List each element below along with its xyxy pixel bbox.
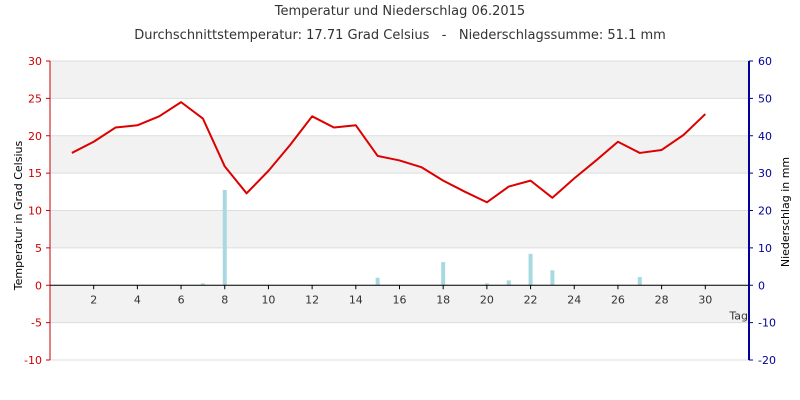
x-axis-label: Tag	[728, 309, 748, 322]
precipitation-bar	[222, 189, 227, 286]
left-axis-tick-label: 25	[28, 92, 42, 105]
right-axis-tick-label: -20	[758, 354, 776, 367]
left-axis-tick-label: 0	[35, 279, 42, 292]
right-axis-tick-label: 60	[758, 55, 772, 68]
x-axis-tick-label: 6	[178, 293, 185, 306]
temperature-line	[71, 101, 707, 204]
precipitation-bar	[441, 262, 446, 286]
x-axis-tick-label: 18	[436, 293, 450, 306]
left-axis-tick-label: 30	[28, 55, 42, 68]
x-axis-tick-label: 30	[698, 293, 712, 306]
chart-subtitle: Durchschnittstemperatur: 17.71 Grad Cels…	[134, 28, 666, 43]
right-axis-tick-label: 0	[758, 279, 765, 292]
grid-band	[50, 61, 749, 99]
right-axis-title: Niederschlag in mm	[779, 157, 792, 267]
precipitation-bar	[550, 270, 555, 286]
precipitation-bar	[375, 277, 380, 286]
x-axis-tick-label: 26	[611, 293, 625, 306]
left-axis-tick-label: 20	[28, 130, 42, 143]
x-axis-tick-label: 14	[349, 293, 363, 306]
x-axis-tick-label: 8	[221, 293, 228, 306]
x-axis-tick-label: 22	[524, 293, 538, 306]
left-axis-tick-label: -5	[31, 317, 42, 330]
x-axis-tick-label: 4	[134, 293, 141, 306]
x-axis-tick-label: 28	[655, 293, 669, 306]
x-axis-tick-label: 10	[261, 293, 275, 306]
precipitation-bar	[484, 283, 489, 286]
precipitation-bar	[506, 280, 511, 286]
precipitation-bar	[528, 253, 533, 286]
grid-band	[50, 285, 749, 323]
right-axis-tick-label: -10	[758, 317, 776, 330]
left-axis-tick-label: 15	[28, 167, 42, 180]
left-axis-tick-label: -10	[24, 354, 42, 367]
right-axis-tick-label: 40	[758, 130, 772, 143]
precipitation-bar	[637, 277, 642, 286]
left-axis-title: Temperatur in Grad Celsius	[12, 141, 25, 292]
x-axis-tick-label: 16	[393, 293, 407, 306]
precipitation-bar	[200, 283, 205, 286]
chart-title: Temperatur und Niederschlag 06.2015	[274, 4, 526, 19]
right-axis-tick-label: 50	[758, 92, 772, 105]
x-axis-tick-label: 24	[567, 293, 581, 306]
right-axis-tick-label: 30	[758, 167, 772, 180]
left-axis-tick-label: 5	[35, 242, 42, 255]
right-axis-tick-label: 10	[758, 242, 772, 255]
right-axis-tick-label: 20	[758, 205, 772, 218]
grid-band	[50, 210, 749, 248]
x-axis-tick-label: 2	[90, 293, 97, 306]
x-axis-tick-label: 12	[305, 293, 319, 306]
left-axis-tick-label: 10	[28, 205, 42, 218]
x-axis-tick-label: 20	[480, 293, 494, 306]
grid-band	[50, 135, 749, 174]
